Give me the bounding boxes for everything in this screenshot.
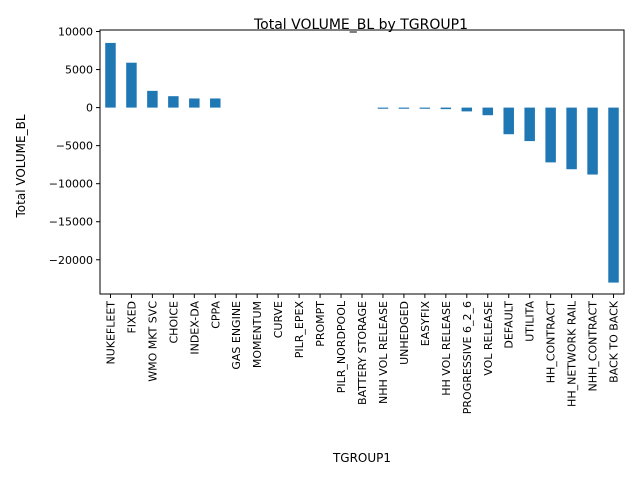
x-tick-label: WMO MKT SVC	[146, 301, 159, 382]
x-tick-label: PROMPT	[314, 301, 327, 347]
x-tick-label: DEFAULT	[503, 301, 516, 349]
bar-default	[503, 107, 514, 135]
y-axis-label: Total VOLUME_BL	[14, 114, 28, 218]
bars-group	[105, 42, 619, 283]
x-tick-label: NUKEFLEET	[104, 301, 117, 365]
x-tick-label: UTILITA	[524, 301, 537, 342]
x-tick-label: PILR_EPEX	[293, 301, 306, 359]
bar-fixed	[126, 62, 137, 108]
bar-easyfix	[419, 107, 431, 109]
x-axis: NUKEFLEET FIXED WMO MKT SVC CHOICE INDEX-DA C…	[104, 294, 621, 414]
x-tick-label: HH_NETWORK RAIL	[566, 300, 579, 407]
x-tick-label: PROGRESSIVE 6_2_6	[461, 301, 474, 414]
bar-wmo-mkt-svc	[147, 90, 158, 108]
y-tick-label: −20000	[49, 254, 93, 267]
chart-title: Total VOLUME_BL by TGROUP1	[253, 17, 468, 33]
bar-back-to-back	[608, 107, 619, 283]
x-tick-label: CHOICE	[167, 301, 180, 344]
x-tick-label: INDEX-DA	[188, 301, 201, 355]
x-tick-label: EASYFIX	[419, 301, 432, 347]
x-tick-label: HH_CONTRACT	[545, 301, 558, 384]
bar-choice	[168, 96, 179, 108]
y-axis: 10000 5000 0 −5000 −10000 −15000 −20000	[49, 26, 100, 267]
bar-hh-network-rail	[566, 107, 577, 170]
bar-index-da	[189, 98, 200, 108]
x-tick-label: NHH_CONTRACT	[587, 301, 600, 392]
x-tick-label: HH VOL RELEASE	[440, 301, 453, 396]
x-tick-label: CURVE	[272, 301, 285, 338]
x-tick-label: UNHEDGED	[398, 301, 411, 365]
bar-utilita	[524, 107, 535, 142]
bar-nhh-contract	[587, 107, 598, 175]
x-axis-label: TGROUP1	[332, 451, 391, 465]
x-tick-label: CPPA	[209, 301, 222, 329]
x-tick-label: VOL RELEASE	[482, 301, 495, 376]
bar-nhh-vol-release	[377, 107, 389, 109]
x-tick-label: GAS ENGINE	[230, 301, 243, 370]
bar-hh-vol-release	[440, 107, 452, 110]
y-tick-label: −15000	[49, 216, 93, 229]
bar-nukefleet	[105, 42, 116, 108]
plot-frame	[99, 29, 625, 295]
x-tick-label: BATTERY STORAGE	[356, 301, 369, 405]
y-tick-label: −10000	[49, 178, 93, 191]
x-tick-label: PILR_NORDPOOL	[335, 300, 348, 393]
y-tick-label: 5000	[65, 64, 93, 77]
bar-progressive-6-2-6	[461, 107, 473, 112]
x-tick-label: NHH VOL RELEASE	[377, 301, 390, 404]
bar-vol-release	[482, 107, 493, 116]
y-tick-label: 10000	[58, 26, 93, 39]
y-tick-label: 0	[86, 102, 93, 115]
bar-hh-contract	[545, 107, 556, 163]
x-tick-label: MOMENTUM	[251, 301, 264, 368]
x-tick-label: FIXED	[125, 301, 138, 334]
bar-cppa	[210, 98, 221, 108]
y-tick-label: −5000	[56, 140, 93, 153]
x-tick-label: BACK TO BACK	[608, 300, 621, 383]
bar-unhedged	[398, 107, 410, 109]
